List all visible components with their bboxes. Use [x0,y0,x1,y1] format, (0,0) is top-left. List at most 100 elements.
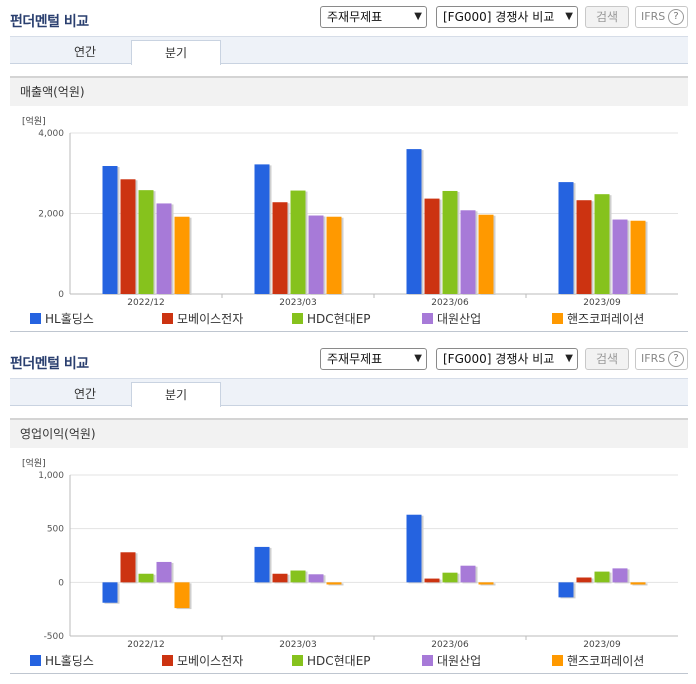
bar[interactable] [612,568,628,583]
x-tick-label: 2023/09 [583,298,621,308]
bar[interactable] [424,578,440,583]
x-tick-label: 2023/06 [431,298,469,308]
x-tick-label: 2022/12 [127,640,164,650]
period-tabs: 연간 분기 [10,36,688,65]
legend-swatch [30,655,41,666]
bar[interactable] [630,220,646,294]
legend-label: HDC현대EP [307,312,371,326]
bar[interactable] [272,202,288,294]
legend-item[interactable]: HDC현대EP [292,652,371,669]
bar[interactable] [120,179,136,294]
bar[interactable] [460,565,476,583]
statement-type-select[interactable]: 주재무제표 ▼ [320,348,427,370]
bar[interactable] [308,574,324,583]
panel-title: 펀더멘털 비교 [10,356,89,372]
peer-group-select[interactable]: [FG000] 경쟁사 비교 ▼ [436,6,578,28]
bar[interactable] [326,582,342,585]
bar[interactable] [156,561,172,583]
legend-item[interactable]: 모베이스전자 [162,652,243,669]
y-tick-label: 2,000 [38,210,64,220]
y-tick-label: -500 [44,632,65,642]
chevron-down-icon: ▼ [565,11,573,22]
legend-label: 핸즈코퍼레이션 [567,312,645,326]
legend-label: HDC현대EP [307,654,371,668]
legend-item[interactable]: 핸즈코퍼레이션 [552,652,644,669]
legend-item[interactable]: 대원산업 [422,652,481,669]
legend-item[interactable]: 모베이스전자 [162,310,243,327]
bar[interactable] [478,214,494,294]
bar[interactable] [326,216,342,294]
bar[interactable] [576,200,592,294]
legend-label: 모베이스전자 [177,312,244,326]
bar[interactable] [406,149,422,294]
bar[interactable] [290,190,306,294]
bar[interactable] [424,198,440,294]
legend-item[interactable]: 대원산업 [422,310,481,327]
help-icon[interactable]: ? [668,9,684,25]
bar[interactable] [138,573,154,583]
bar[interactable] [558,582,574,598]
chevron-down-icon: ▼ [565,353,573,364]
legend-label: 대원산업 [437,312,482,326]
legend-swatch [292,313,303,324]
help-icon[interactable]: ? [668,351,684,367]
period-tabs: 연간 분기 [10,378,688,407]
operating-profit-bar-chart: -500 0 500 1,000 2022/12 2023/03 2023/06 2023/0… [38,471,678,650]
bar[interactable] [174,216,190,294]
legend-item[interactable]: HL홀딩스 [30,652,94,669]
bar[interactable] [442,572,458,583]
bar[interactable] [630,582,646,585]
y-tick-label: 0 [58,290,64,300]
bar[interactable] [102,582,118,603]
bar[interactable] [308,215,324,294]
bar[interactable] [558,182,574,294]
legend-item[interactable]: HL홀딩스 [30,310,94,327]
legend-item[interactable]: HDC현대EP [292,310,371,327]
bar[interactable] [406,514,422,583]
ifrs-button[interactable]: IFRS ? [635,6,688,28]
x-tick-label: 2023/06 [431,640,469,650]
unit-label: [억원] [22,459,46,469]
bar[interactable] [120,552,136,583]
bar[interactable] [442,190,458,294]
statement-type-value: 주재무제표 [327,10,383,24]
search-button[interactable]: 검색 [585,6,629,28]
tab-annual[interactable]: 연간 [73,387,97,401]
legend-item[interactable]: 핸즈코퍼레이션 [552,310,644,327]
revenue-bar-chart: 0 2,000 4,000 2022/12 2023/03 2023/06 2023/09 [38,129,678,308]
bar[interactable] [594,194,610,294]
fundamental-panel-operating-profit: 펀더멘털 비교 주재무제표 ▼ [FG000] 경쟁사 비교 ▼ 검색 IFRS… [0,342,696,684]
bar[interactable] [102,166,118,294]
ifrs-label: IFRS [641,10,666,23]
section-title: 매출액(억원) [10,76,688,106]
chevron-down-icon: ▼ [414,11,422,22]
tab-quarterly[interactable]: 분기 [131,40,221,65]
bar[interactable] [460,210,476,294]
bar[interactable] [138,190,154,294]
y-tick-label: 0 [58,578,64,588]
chart-legend: HL홀딩스 모베이스전자 HDC현대EP 대원산업 핸즈코퍼레이션 [30,310,690,326]
statement-type-value: 주재무제표 [327,352,383,366]
statement-type-select[interactable]: 주재무제표 ▼ [320,6,427,28]
ifrs-button[interactable]: IFRS ? [635,348,688,370]
bar[interactable] [156,203,172,294]
search-button[interactable]: 검색 [585,348,629,370]
legend-swatch [30,313,41,324]
legend-swatch [552,313,563,324]
tab-quarterly[interactable]: 분기 [131,382,221,407]
tab-annual[interactable]: 연간 [73,45,97,59]
unit-label: [억원] [22,117,46,127]
bar[interactable] [272,573,288,583]
bar[interactable] [254,164,270,294]
bar[interactable] [290,570,306,583]
bar[interactable] [612,219,628,294]
bar[interactable] [174,582,190,609]
bar[interactable] [576,577,592,583]
bar[interactable] [594,571,610,583]
section-title: 영업이익(억원) [10,418,688,448]
bar[interactable] [478,582,494,585]
x-tick-label: 2022/12 [127,298,164,308]
peer-group-select[interactable]: [FG000] 경쟁사 비교 ▼ [436,348,578,370]
x-tick-label: 2023/09 [583,640,621,650]
bar[interactable] [254,546,270,583]
